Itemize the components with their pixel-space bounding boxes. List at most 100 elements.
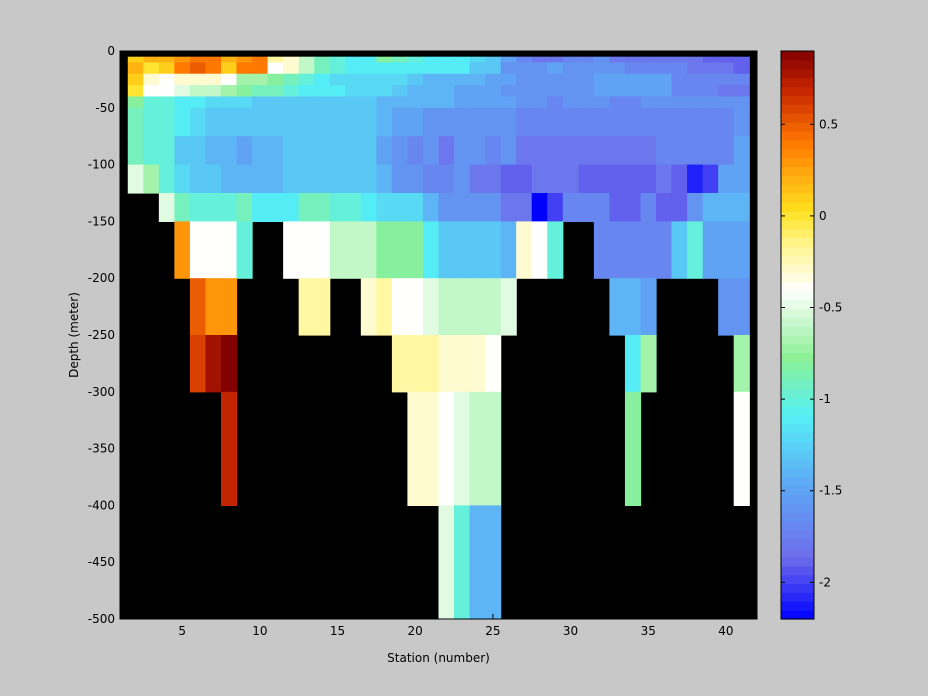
colorbar-swatch — [781, 157, 814, 167]
heatmap-cell — [220, 335, 238, 393]
y-tick-label: -300 — [88, 385, 115, 399]
heatmap-cell — [236, 56, 253, 63]
heatmap-cell — [485, 221, 502, 279]
heatmap-cell — [407, 56, 424, 63]
heatmap-cell — [391, 56, 409, 63]
heatmap-cell — [624, 56, 642, 63]
heatmap-cell — [189, 136, 207, 166]
colorbar-swatch — [781, 255, 814, 265]
colorbar-swatch — [781, 166, 814, 176]
heatmap-cell — [438, 221, 455, 279]
heatmap-cell — [345, 96, 362, 109]
heatmap-cell — [531, 62, 548, 75]
heatmap-cell — [469, 193, 486, 222]
heatmap-cell — [422, 335, 440, 393]
heatmap-cell — [687, 193, 704, 222]
colorbar-swatch — [781, 610, 814, 620]
heatmap-cell — [360, 164, 377, 194]
heatmap-cell — [438, 56, 455, 63]
colorbar-swatch — [781, 485, 814, 496]
heatmap-cell — [671, 62, 688, 75]
heatmap-cell — [733, 278, 750, 336]
colorbar-swatch — [781, 361, 814, 372]
heatmap-cell — [189, 85, 207, 98]
y-tick-label: -500 — [88, 612, 115, 626]
heatmap-cell — [127, 164, 144, 194]
heatmap-cell — [733, 107, 750, 137]
heatmap-cell — [314, 193, 331, 222]
colorbar-swatch — [781, 379, 814, 389]
heatmap-cell — [624, 62, 642, 75]
heatmap-cell — [376, 164, 393, 194]
heatmap-cell — [236, 193, 253, 222]
heatmap-cell — [500, 56, 517, 63]
heatmap-cell — [733, 62, 750, 75]
heatmap-cell — [454, 221, 471, 279]
x-axis-label: Station (number) — [387, 651, 490, 665]
colorbar-swatch — [781, 59, 814, 70]
heatmap-cell — [687, 96, 704, 109]
heatmap-cell — [640, 96, 657, 109]
heatmap-cell — [718, 221, 735, 279]
heatmap-cell — [360, 278, 377, 336]
heatmap-cell — [578, 164, 595, 194]
colorbar-swatch — [781, 77, 814, 88]
heatmap-cell — [189, 193, 207, 222]
heatmap-cell — [422, 164, 440, 194]
heatmap-cell — [500, 221, 517, 279]
heatmap-cell — [671, 164, 688, 194]
colorbar-swatch — [781, 423, 814, 434]
colorbar-swatch — [781, 175, 814, 185]
heatmap-cell — [687, 56, 704, 63]
heatmap-cell — [174, 193, 191, 222]
heatmap-cell — [438, 505, 455, 620]
heatmap-cell — [220, 73, 238, 86]
heatmap-cell — [220, 107, 238, 137]
y-tick-label: -400 — [88, 498, 115, 512]
heatmap-cell — [407, 62, 424, 75]
heatmap-cell — [236, 136, 253, 166]
colorbar-tick-label: -2 — [819, 575, 831, 589]
heatmap-cell — [733, 391, 750, 506]
heatmap-cell — [143, 136, 160, 166]
heatmap-cell — [283, 85, 300, 98]
colorbar-swatch — [781, 246, 814, 256]
heatmap-cell — [422, 221, 440, 279]
heatmap-cell — [547, 193, 564, 222]
heatmap-cell — [283, 136, 300, 166]
heatmap-cell — [345, 107, 362, 137]
colorbar-swatch — [781, 565, 814, 576]
heatmap-cell — [345, 136, 362, 166]
colorbar-tick-label: 0.5 — [819, 117, 838, 131]
heatmap-cell — [593, 96, 611, 109]
heatmap-cell — [267, 136, 284, 166]
heatmap-cell — [733, 85, 750, 98]
heatmap-cell — [516, 85, 533, 98]
colorbar-swatch — [781, 335, 814, 345]
heatmap-cell — [329, 193, 346, 222]
heatmap-cell — [267, 62, 284, 75]
heatmap-cell — [438, 96, 455, 109]
heatmap-cell — [329, 56, 346, 63]
heatmap-cell — [329, 96, 346, 109]
heatmap-cell — [391, 335, 409, 393]
colorbar-swatch — [781, 326, 814, 336]
heatmap-cell — [252, 85, 269, 98]
heatmap-cell — [252, 136, 269, 166]
heatmap-cell — [329, 107, 346, 137]
y-tick-label: -250 — [88, 328, 115, 342]
heatmap-cell — [267, 56, 284, 63]
heatmap-cell — [609, 62, 626, 75]
heatmap-cell — [640, 56, 657, 63]
heatmap-cell — [422, 391, 440, 506]
heatmap-cell — [438, 391, 455, 506]
heatmap-cell — [640, 107, 657, 137]
heatmap-cell — [562, 193, 579, 222]
heatmap-cell — [220, 278, 238, 336]
heatmap-cell — [391, 164, 409, 194]
heatmap-cell — [189, 56, 207, 63]
heatmap-cell — [158, 62, 175, 75]
heatmap-cell — [422, 85, 440, 98]
heatmap-cell — [624, 96, 642, 109]
heatmap-cell — [205, 62, 222, 75]
